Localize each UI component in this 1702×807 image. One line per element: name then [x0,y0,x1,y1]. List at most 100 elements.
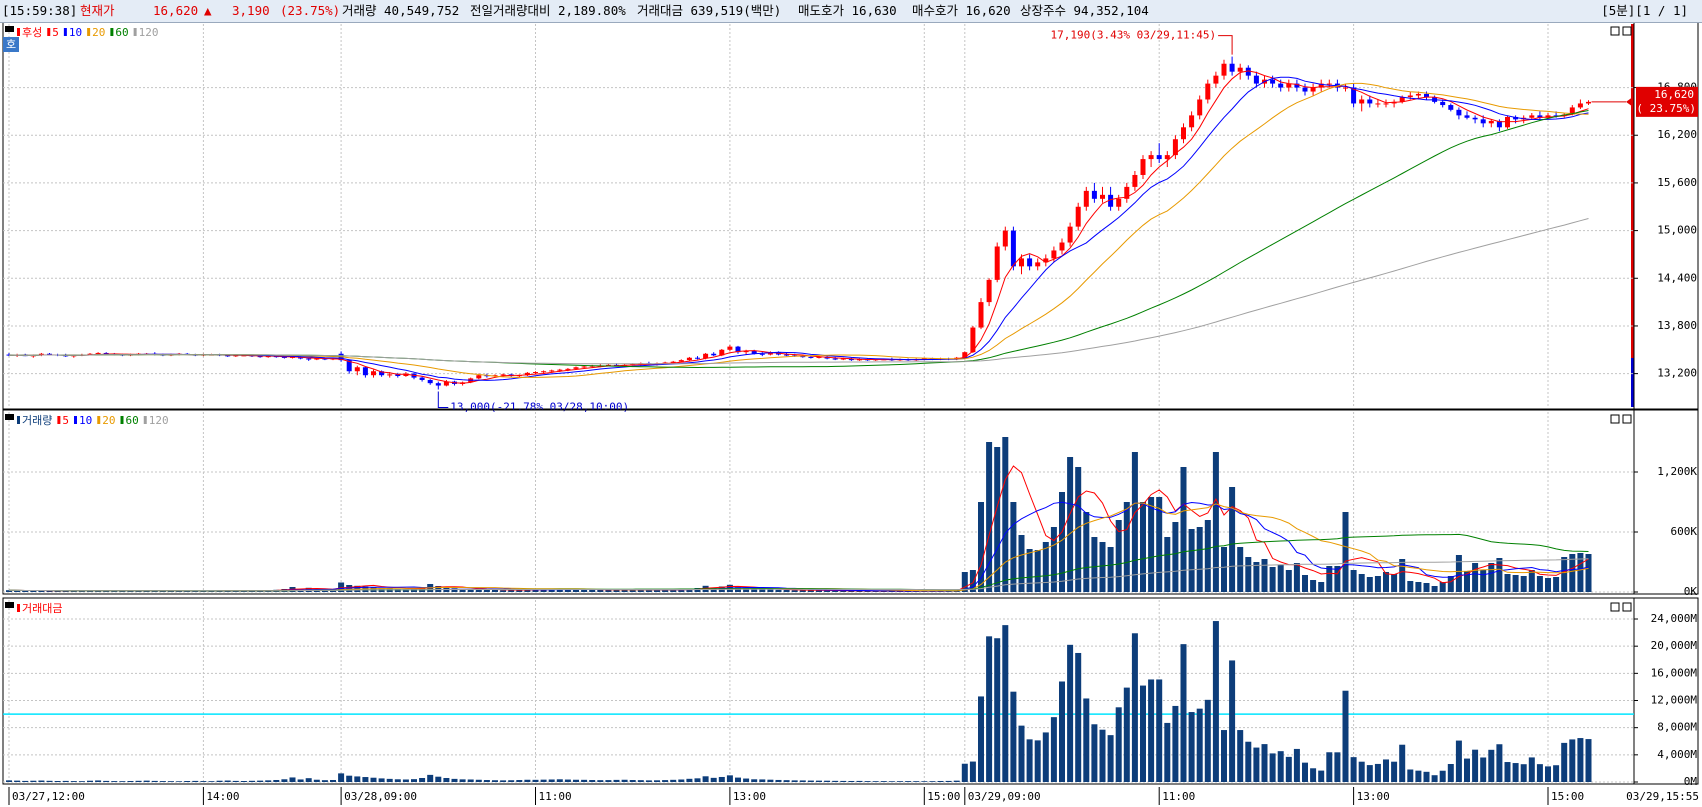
bar [459,589,466,592]
bar [1212,621,1219,782]
bar [897,781,903,782]
bar [1115,707,1122,782]
bar [305,778,312,782]
bar [1131,452,1138,592]
bar [1269,753,1276,782]
legend-label: 20 [92,26,105,39]
bar [961,572,968,592]
x-tick-label: 13:00 [733,790,766,803]
y-tick-label: 24,000M [1651,612,1698,625]
bar [1496,558,1503,592]
candle-body [1375,103,1381,105]
bar [670,779,677,782]
bar [1067,457,1074,592]
bar [1204,699,1211,782]
bar [1326,752,1333,782]
bar [710,777,717,782]
legend-label: 거래대금 [22,602,62,615]
bar [46,590,53,592]
bar [1472,749,1479,782]
bar [1407,769,1414,782]
bar [1229,660,1236,782]
panel-button[interactable] [1622,26,1632,36]
bar [46,780,53,782]
bar [1091,724,1098,782]
candle-body [1351,87,1357,104]
bar [1520,764,1527,782]
candle-body [848,358,854,361]
candle-body [800,356,806,358]
bar [1050,527,1057,592]
panel-button[interactable] [1610,602,1620,612]
x-tick-label: 15:00 [1551,790,1584,803]
candle-body [1448,105,1454,110]
bar [346,775,353,782]
bar [840,780,847,782]
bar [1293,563,1300,592]
bar [70,591,77,592]
candle-body [857,359,862,361]
bar [1569,554,1576,592]
panel-button[interactable] [1622,602,1632,612]
bar [1261,559,1268,592]
quote-bar: [15:59:38] 현재가 16,620 ▲ 3,190 (23.75%) 거… [0,0,1702,23]
bar [135,780,142,782]
bar [1140,502,1146,592]
bar [840,590,847,592]
bar [1010,502,1017,592]
bar [532,589,539,592]
candle-body [1318,83,1324,88]
page-indicator[interactable]: [5분][1 / 1] [1601,3,1688,18]
bar [1399,744,1406,782]
candle-body [1545,115,1551,118]
bar [872,781,879,782]
bar [435,586,442,592]
candle-body [1027,258,1033,267]
bar [1480,570,1487,592]
candle-body [1488,120,1494,124]
bar [751,779,758,782]
candle-body [1172,139,1178,156]
bar [880,591,887,592]
candle-body [1286,83,1292,88]
candle-body [1043,258,1049,263]
candle-body [1148,155,1154,160]
candle-body [87,353,93,355]
candle-body [541,371,547,373]
annotation-low: 13,000(-21.78% 03/28,10:00) [450,401,629,414]
bar [459,779,466,782]
moving-average [8,558,1589,592]
legend-marker [97,416,101,424]
bar [751,589,758,592]
candle-body [533,372,538,374]
bar [30,780,37,782]
bar [1342,690,1349,782]
bar [1423,583,1430,592]
bar [1415,770,1422,782]
candle-body [1051,250,1057,259]
bar [1018,535,1025,592]
bar [1423,771,1430,782]
panel-button[interactable] [1610,414,1620,424]
quote-item: 매도호가 16,630 [798,3,897,18]
legend-label: 120 [139,26,159,39]
bar [783,780,790,782]
quote-item: 거래대금 639,519(백만) [637,3,782,18]
candle-body [435,383,441,386]
bar [151,590,158,592]
legend-label: 60 [126,414,139,427]
bar [176,781,183,782]
panel-button[interactable] [1610,26,1620,36]
y-tick-label: 0M [1684,775,1698,788]
bar [1204,520,1211,592]
bar [994,447,1001,592]
bar [1536,764,1543,782]
legend-label: 20 [102,414,115,427]
bar [1042,542,1049,592]
bar [1464,571,1470,592]
bar [402,779,409,782]
panel-button[interactable] [1622,414,1632,424]
candle-body [1343,87,1348,89]
bar [1585,554,1592,592]
bar [265,780,272,782]
